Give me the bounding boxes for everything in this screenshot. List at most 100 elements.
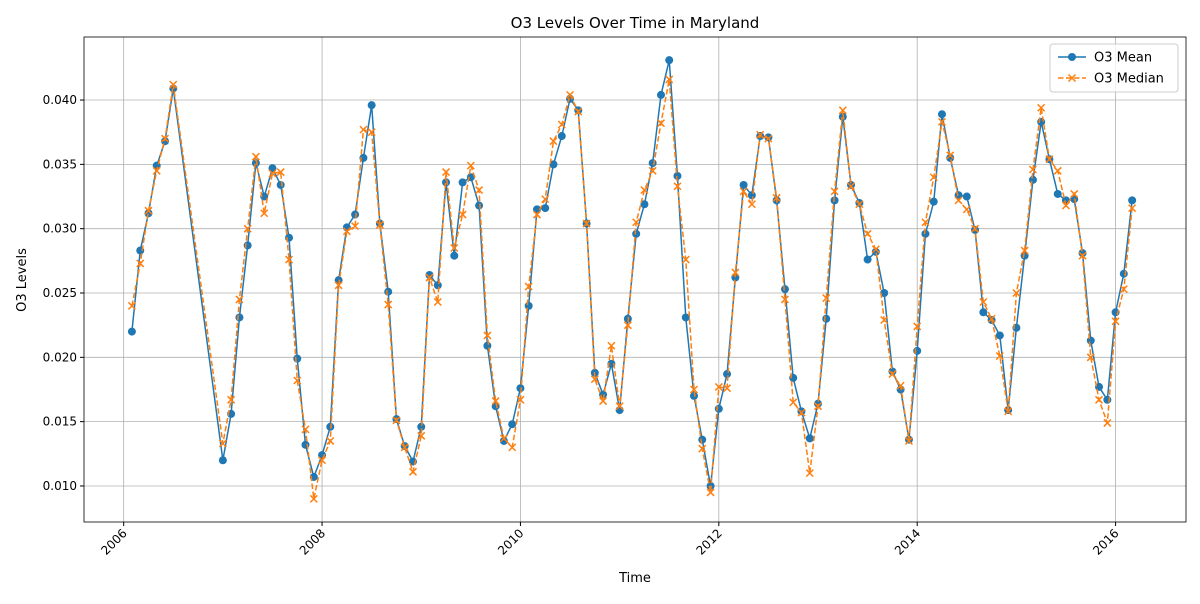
plot-frame xyxy=(83,36,1187,523)
data-point xyxy=(888,370,897,379)
data-point xyxy=(987,314,996,323)
data-point xyxy=(723,384,732,393)
data-point xyxy=(127,301,136,310)
data-point xyxy=(1053,166,1062,175)
data-point xyxy=(227,395,236,404)
data-point xyxy=(466,161,475,170)
data-point xyxy=(756,130,765,139)
data-point xyxy=(276,168,285,177)
data-point xyxy=(433,297,442,307)
data-point xyxy=(615,402,624,411)
data-point xyxy=(623,321,632,330)
data-point xyxy=(681,313,690,322)
data-point xyxy=(1045,155,1054,164)
data-point xyxy=(822,314,831,323)
y-tick-label: 0.040 xyxy=(43,93,77,107)
data-point xyxy=(888,367,897,376)
legend: O3 Mean O3 Median xyxy=(1049,43,1179,93)
data-point xyxy=(954,196,963,205)
data-point xyxy=(235,295,244,304)
data-point xyxy=(805,434,814,443)
y-tick-label: 0.035 xyxy=(43,157,77,171)
data-point xyxy=(706,488,715,497)
data-point xyxy=(218,439,227,448)
data-point xyxy=(326,436,335,445)
data-point xyxy=(375,220,384,229)
data-point xyxy=(152,166,161,175)
chart-title: O3 Levels Over Time in Maryland xyxy=(511,14,760,32)
data-point xyxy=(268,164,277,173)
data-point xyxy=(698,444,707,453)
data-point xyxy=(599,397,608,406)
data-point xyxy=(549,137,558,146)
data-point xyxy=(425,273,434,282)
data-point xyxy=(1020,246,1029,255)
data-point xyxy=(731,268,740,277)
data-point xyxy=(541,204,550,213)
data-point xyxy=(814,399,823,408)
data-point xyxy=(979,308,988,317)
data-point xyxy=(665,75,674,84)
data-point xyxy=(838,106,847,115)
data-point xyxy=(640,186,649,195)
data-point xyxy=(764,134,773,143)
data-point xyxy=(309,494,318,503)
data-point xyxy=(442,168,451,177)
series-line xyxy=(131,79,1133,500)
data-point xyxy=(789,398,798,407)
data-point xyxy=(689,385,699,394)
data-point xyxy=(417,431,426,440)
data-point xyxy=(1103,395,1112,404)
x-tick-label: 2008 xyxy=(297,526,328,557)
data-point xyxy=(276,180,285,189)
data-point xyxy=(747,200,756,209)
data-point xyxy=(450,243,459,253)
data-point xyxy=(251,152,260,161)
data-point xyxy=(847,182,856,191)
data-point xyxy=(342,227,351,236)
data-point xyxy=(161,134,170,143)
legend-marker xyxy=(1068,53,1076,61)
data-point xyxy=(970,224,980,233)
data-point xyxy=(169,80,178,89)
data-point xyxy=(764,133,773,142)
data-point xyxy=(458,178,467,187)
data-point xyxy=(698,435,707,444)
data-point xyxy=(574,107,583,116)
data-point xyxy=(863,229,872,238)
data-point xyxy=(797,407,806,416)
data-point xyxy=(532,210,542,219)
data-point xyxy=(251,159,260,168)
data-point xyxy=(384,300,393,309)
data-point xyxy=(1086,353,1095,362)
x-tick-label: 2010 xyxy=(495,526,526,557)
data-point xyxy=(607,341,616,350)
data-point xyxy=(516,384,525,393)
data-point xyxy=(772,193,781,202)
data-point xyxy=(797,408,806,417)
data-point xyxy=(483,341,492,350)
y-tick-label: 0.015 xyxy=(43,415,77,429)
x-axis-label: Time xyxy=(618,571,651,586)
data-point xyxy=(450,251,459,260)
legend-frame xyxy=(1049,43,1179,93)
data-point xyxy=(805,469,814,478)
data-point xyxy=(863,255,872,264)
data-point xyxy=(475,186,484,195)
data-point xyxy=(268,169,277,178)
y-tick-label: 0.025 xyxy=(43,286,77,300)
data-point xyxy=(582,219,591,228)
data-point xyxy=(557,132,566,141)
data-point xyxy=(673,171,682,180)
data-point xyxy=(921,229,930,238)
data-point xyxy=(293,376,302,385)
y-axis-label: O3 Levels xyxy=(15,248,30,312)
data-point xyxy=(648,159,657,168)
data-point xyxy=(921,218,930,227)
data-point xyxy=(1086,336,1095,345)
data-point xyxy=(367,128,376,137)
data-point xyxy=(1037,103,1046,112)
data-point xyxy=(855,200,864,209)
data-point xyxy=(541,195,550,204)
data-point xyxy=(1012,288,1021,298)
